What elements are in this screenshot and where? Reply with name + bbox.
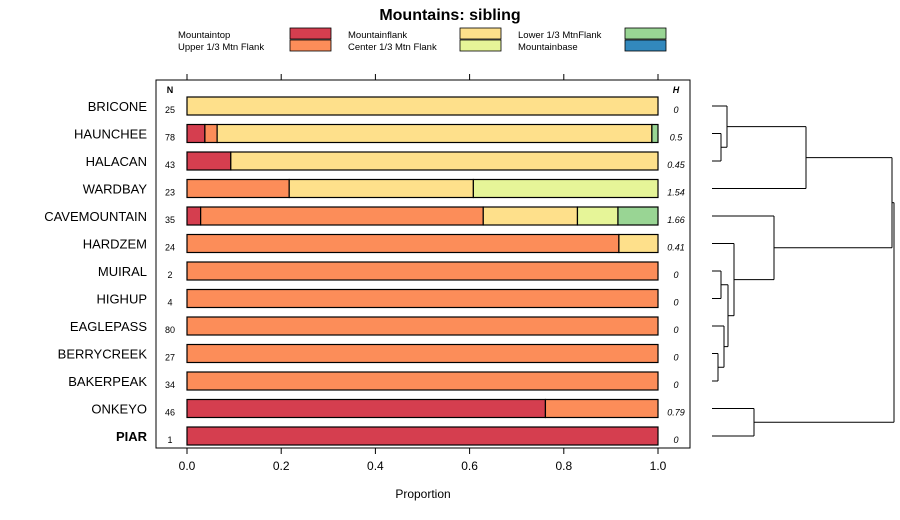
row-n-value: 35 — [165, 215, 175, 225]
bar-segment — [186, 151, 232, 171]
row-h-value: 0.41 — [667, 243, 685, 253]
row-h-value: 0.79 — [667, 408, 685, 418]
plot-frame — [155, 79, 691, 449]
row-n-value: 2 — [167, 270, 172, 280]
row-h-value: 0 — [673, 298, 678, 308]
row-h-value: 0 — [673, 270, 678, 280]
bar-segment — [186, 123, 206, 144]
bar-segment — [186, 206, 202, 226]
legend-label: Mountainbase — [518, 42, 578, 53]
legend-swatch — [459, 39, 502, 52]
bar-segment — [288, 178, 474, 199]
bar-segment — [186, 316, 659, 336]
bar-segment — [230, 151, 659, 171]
row-n-value: 23 — [165, 188, 175, 198]
row-h-value: 1.54 — [667, 188, 685, 198]
legend-label: Upper 1/3 Mtn Flank — [178, 42, 264, 53]
row-label: HAUNCHEE — [74, 127, 147, 142]
row-label: HIGHUP — [96, 292, 147, 307]
x-tick-label: 0.2 — [273, 459, 290, 473]
bar-segment — [544, 398, 659, 419]
bar-segment — [576, 206, 619, 226]
row-label: HALACAN — [86, 154, 147, 169]
x-tick-label: 0.6 — [461, 459, 478, 473]
row-label: MUIRAL — [98, 264, 147, 279]
legend-label: Center 1/3 Mtn Flank — [348, 42, 437, 53]
bar-segment — [186, 343, 659, 364]
row-h-value: 0 — [673, 435, 678, 445]
row-n-value: 43 — [165, 160, 175, 170]
legend-swatch — [289, 39, 332, 52]
row-h-value: 0.45 — [667, 160, 686, 170]
bar-segment — [186, 288, 659, 309]
row-label: HARDZEM — [83, 237, 147, 252]
legend-swatch — [624, 39, 667, 52]
row-label: BERRYCREEK — [58, 347, 148, 362]
x-axis: 0.0 0.2 0.4 0.6 0.8 1.0 — [179, 74, 667, 473]
x-tick-label: 0.0 — [179, 459, 196, 473]
row-n-value: 80 — [165, 325, 175, 335]
bar-segment — [651, 123, 659, 144]
x-tick-label: 0.4 — [367, 459, 384, 473]
x-tick-label: 1.0 — [650, 459, 667, 473]
legend-swatch — [459, 27, 502, 40]
bar-segment — [216, 123, 653, 144]
legend-label: Lower 1/3 MtnFlank — [518, 30, 602, 41]
bar-rows: BRICONE 25 0 HAUNCHEE 78 0.5 HALACAN 43 0.45 WARD… — [44, 96, 686, 446]
n-column-header: N — [167, 85, 174, 95]
x-tick-label: 0.8 — [555, 459, 572, 473]
bar-segment — [186, 371, 659, 391]
row-n-value: 34 — [165, 380, 175, 390]
row-h-value: 0 — [673, 325, 678, 335]
row-h-value: 0 — [673, 380, 678, 390]
row-n-value: 24 — [165, 243, 175, 253]
row-n-value: 1 — [167, 435, 172, 445]
legend-label: Mountainflank — [348, 30, 407, 41]
dendrogram — [712, 105, 895, 437]
row-label: BAKERPEAK — [68, 374, 147, 389]
legend-label: Mountaintop — [178, 30, 230, 41]
row-label: PIAR — [116, 429, 148, 444]
row-h-value: 1.66 — [667, 215, 685, 225]
row-h-value: 0 — [673, 105, 678, 115]
bar-segment — [617, 206, 659, 226]
bar-segment — [186, 261, 659, 281]
row-label: WARDBAY — [83, 182, 148, 197]
row-label: EAGLEPASS — [70, 319, 147, 334]
legend-swatch — [289, 27, 332, 40]
bar-segment — [472, 178, 659, 199]
bar-segment — [186, 96, 659, 116]
chart-title: Mountains: sibling — [379, 7, 520, 24]
row-h-value: 0.5 — [670, 133, 684, 143]
bar-segment — [204, 123, 218, 144]
bar-segment — [186, 426, 659, 446]
row-n-value: 46 — [165, 408, 175, 418]
row-h-value: 0 — [673, 353, 678, 363]
bar-segment — [186, 178, 290, 199]
bar-segment — [200, 206, 484, 226]
row-n-value: 27 — [165, 353, 175, 363]
row-label: CAVEMOUNTAIN — [44, 209, 147, 224]
legend-swatch — [624, 27, 667, 40]
row-n-value: 78 — [165, 133, 175, 143]
bar-segment — [482, 206, 579, 226]
row-n-value: 4 — [167, 298, 172, 308]
bar-segment — [618, 233, 659, 254]
row-n-value: 25 — [165, 105, 175, 115]
h-column-header: H — [673, 85, 680, 95]
x-axis-label: Proportion — [395, 487, 450, 501]
row-label: ONKEYO — [91, 402, 147, 417]
bar-segment — [186, 398, 547, 419]
row-label: BRICONE — [88, 99, 148, 114]
bar-segment — [186, 233, 620, 254]
